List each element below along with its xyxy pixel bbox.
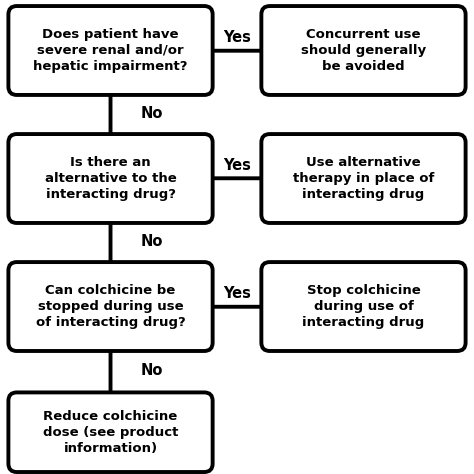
Text: No: No (141, 106, 164, 121)
Text: Use alternative
therapy in place of
interacting drug: Use alternative therapy in place of inte… (293, 156, 434, 201)
Text: Yes: Yes (223, 158, 251, 173)
FancyBboxPatch shape (9, 6, 213, 95)
FancyBboxPatch shape (261, 134, 465, 223)
Text: Does patient have
severe renal and/or
hepatic impairment?: Does patient have severe renal and/or he… (33, 28, 188, 73)
Text: Yes: Yes (223, 30, 251, 45)
Text: Is there an
alternative to the
interacting drug?: Is there an alternative to the interacti… (45, 156, 176, 201)
FancyBboxPatch shape (9, 134, 213, 223)
FancyBboxPatch shape (9, 262, 213, 351)
Text: Yes: Yes (223, 286, 251, 301)
Text: No: No (141, 363, 164, 378)
Text: Concurrent use
should generally
be avoided: Concurrent use should generally be avoid… (301, 28, 426, 73)
FancyBboxPatch shape (9, 392, 213, 472)
Text: No: No (141, 234, 164, 249)
FancyBboxPatch shape (261, 262, 465, 351)
Text: Can colchicine be
stopped during use
of interacting drug?: Can colchicine be stopped during use of … (36, 284, 185, 329)
Text: Stop colchicine
during use of
interacting drug: Stop colchicine during use of interactin… (302, 284, 425, 329)
FancyBboxPatch shape (261, 6, 465, 95)
Text: Reduce colchicine
dose (see product
information): Reduce colchicine dose (see product info… (43, 410, 178, 455)
